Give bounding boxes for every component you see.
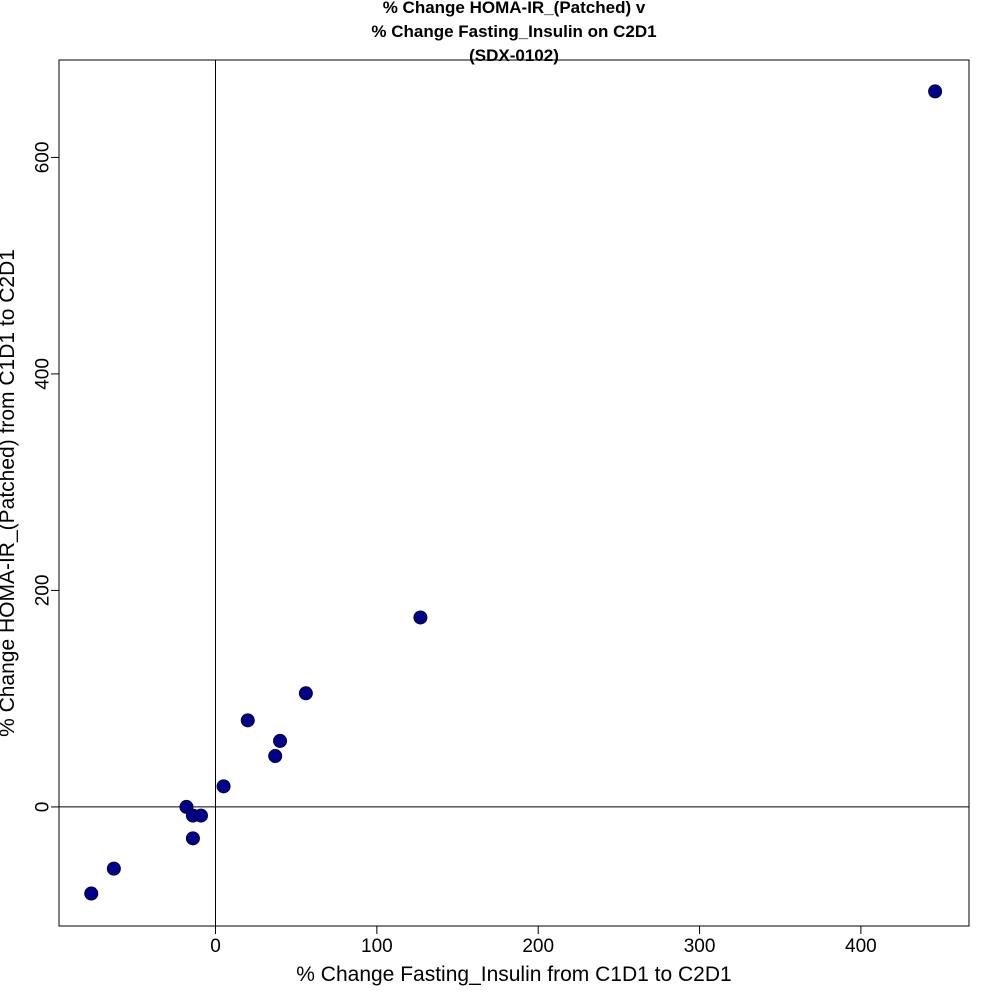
chart-title-line-3: (SDX-0102) — [469, 46, 559, 65]
data-points — [84, 84, 943, 901]
data-point — [106, 861, 121, 876]
chart-title: % Change HOMA-IR_(Patched) v % Change Fa… — [371, 0, 656, 65]
y-axis-label: % Change HOMA-IR_(Patched) from C1D1 to … — [0, 249, 19, 737]
y-tick-label: 400 — [33, 358, 54, 390]
y-axis-ticks: 0 200 400 600 — [33, 142, 59, 813]
data-point — [928, 84, 943, 99]
x-tick-label: 100 — [361, 936, 393, 957]
x-tick-label: 300 — [684, 936, 716, 957]
data-point — [84, 886, 99, 901]
x-axis-label: % Change Fasting_Insulin from C1D1 to C2… — [296, 963, 731, 986]
y-tick-label: 0 — [33, 802, 54, 813]
data-point — [240, 713, 255, 728]
y-tick-label: 600 — [33, 142, 54, 174]
data-point — [193, 808, 208, 823]
plot-frame — [58, 59, 970, 927]
x-tick-label: 400 — [845, 936, 877, 957]
data-point — [185, 831, 200, 846]
x-tick-label: 200 — [522, 936, 554, 957]
x-tick-label: 0 — [210, 936, 221, 957]
data-point — [413, 610, 428, 625]
data-point — [216, 779, 231, 794]
data-point — [273, 733, 288, 748]
x-axis-ticks: 0 100 200 300 400 — [210, 926, 877, 957]
chart-title-line-2: % Change Fasting_Insulin on C2D1 — [371, 22, 656, 41]
y-tick-label: 200 — [33, 575, 54, 607]
data-point — [298, 686, 313, 701]
chart-title-line-1: % Change HOMA-IR_(Patched) v — [383, 0, 646, 17]
data-point — [268, 749, 283, 764]
